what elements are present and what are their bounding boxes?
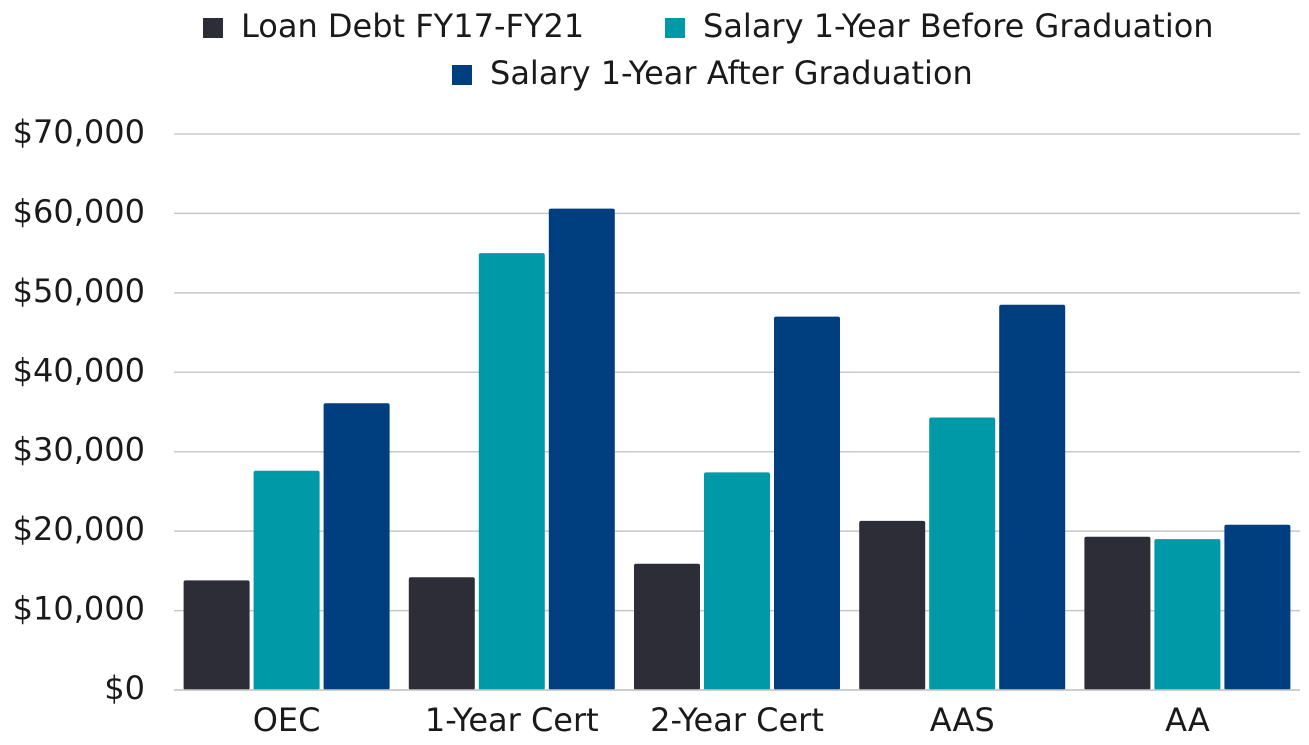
y-tick-label: $30,000 xyxy=(13,431,145,469)
bar xyxy=(929,417,996,690)
legend-swatch xyxy=(203,18,223,38)
y-tick-label: $20,000 xyxy=(13,510,145,548)
legend-swatch xyxy=(665,18,685,38)
bar xyxy=(859,520,926,690)
bar xyxy=(999,304,1066,690)
bar xyxy=(548,208,615,691)
x-tick-label: AA xyxy=(1165,701,1210,739)
y-tick-label: $70,000 xyxy=(13,113,145,151)
bar xyxy=(1154,539,1221,690)
bar xyxy=(253,470,320,690)
bar xyxy=(774,316,840,690)
bar xyxy=(704,472,770,690)
x-tick-label: AAS xyxy=(930,701,995,739)
y-tick-label: $60,000 xyxy=(13,192,145,230)
y-tick-label: $10,000 xyxy=(13,590,145,628)
x-tick-label: OEC xyxy=(253,701,321,739)
bar xyxy=(323,403,390,690)
y-tick-label: $0 xyxy=(104,669,145,707)
legend-swatch xyxy=(452,65,472,85)
legend-label: Salary 1-Year Before Graduation xyxy=(703,7,1214,45)
bar xyxy=(183,580,250,690)
legend-label: Loan Debt FY17-FY21 xyxy=(241,7,584,45)
y-tick-label: $50,000 xyxy=(13,272,145,310)
bar xyxy=(408,577,475,690)
x-tick-label: 2-Year Cert xyxy=(650,701,824,739)
y-tick-label: $40,000 xyxy=(13,351,145,389)
bar xyxy=(1224,524,1291,690)
x-tick-label: 1-Year Cert xyxy=(425,701,599,739)
bar xyxy=(478,253,545,690)
bar xyxy=(1084,536,1151,690)
legend-label: Salary 1-Year After Graduation xyxy=(490,54,973,92)
bar xyxy=(634,563,700,690)
